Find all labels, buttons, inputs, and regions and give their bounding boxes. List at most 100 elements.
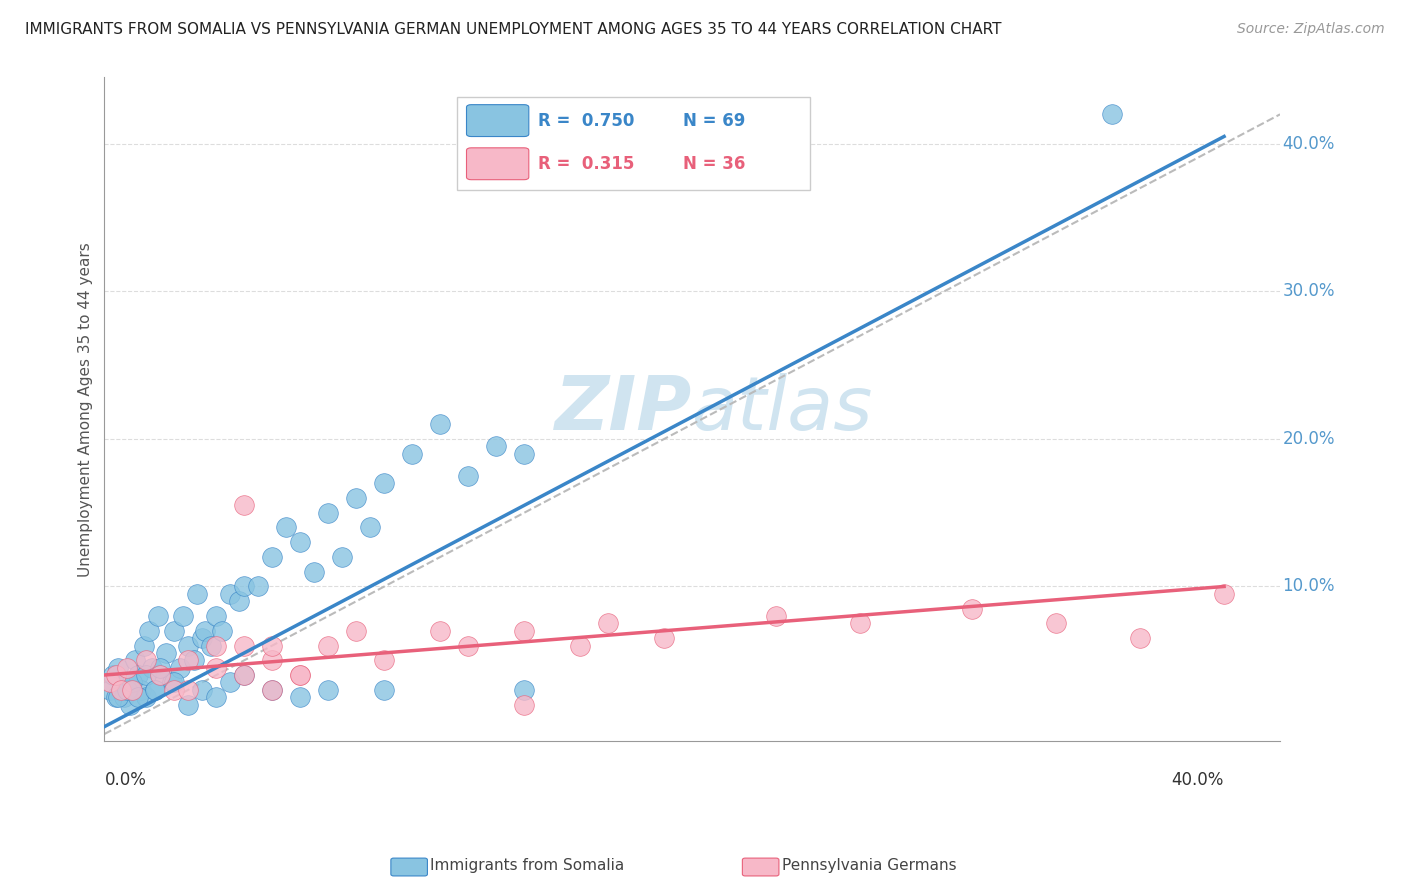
Point [290,690,312,705]
Point [652,631,675,645]
Point [143,682,166,697]
Point [160,675,183,690]
Point [233,499,256,513]
Point [135,653,157,667]
Point [110,682,132,697]
Point [233,639,256,653]
Point [149,660,172,674]
Point [138,624,160,638]
Text: ZIP: ZIP [555,373,692,446]
Point [262,549,284,564]
Point [219,587,242,601]
Point [146,609,169,624]
FancyBboxPatch shape [467,104,529,136]
Point [115,660,138,674]
Point [104,668,127,682]
Text: 40.0%: 40.0% [1171,771,1225,789]
Point [135,668,157,682]
Point [228,594,250,608]
Text: Source: ZipAtlas.com: Source: ZipAtlas.com [1237,22,1385,37]
Point [598,616,620,631]
Text: 0.0%: 0.0% [104,771,146,789]
Point [205,690,228,705]
FancyBboxPatch shape [457,97,810,190]
Point [513,447,536,461]
FancyBboxPatch shape [467,148,529,179]
Point [290,668,312,682]
Point [200,639,222,653]
Point [960,601,983,615]
Point [849,616,872,631]
Point [163,624,186,638]
Point [344,624,367,638]
Point [765,609,787,624]
Text: R =  0.315: R = 0.315 [538,154,634,173]
Point [191,682,214,697]
Point [401,447,423,461]
Point [132,639,155,653]
Point [262,682,284,697]
Text: N = 69: N = 69 [683,112,745,129]
Point [115,675,138,690]
Text: IMMIGRANTS FROM SOMALIA VS PENNSYLVANIA GERMAN UNEMPLOYMENT AMONG AGES 35 TO 44 : IMMIGRANTS FROM SOMALIA VS PENNSYLVANIA … [25,22,1002,37]
Point [98,675,121,690]
Point [155,646,177,660]
Point [104,690,127,705]
Text: Pennsylvania Germans: Pennsylvania Germans [782,858,956,872]
Point [135,690,157,705]
Point [569,639,592,653]
Point [1045,616,1067,631]
Text: R =  0.750: R = 0.750 [538,112,634,129]
Point [1213,587,1236,601]
Point [429,624,451,638]
Point [194,624,217,638]
Text: Immigrants from Somalia: Immigrants from Somalia [430,858,624,872]
Point [118,698,141,712]
Text: atlas: atlas [692,374,873,445]
Point [344,491,367,505]
Point [373,653,395,667]
Point [373,682,395,697]
Point [183,653,205,667]
Point [115,682,138,697]
Point [290,668,312,682]
Point [177,682,200,697]
Point [318,639,340,653]
Point [1129,631,1152,645]
Text: 10.0%: 10.0% [1282,577,1334,596]
Point [233,579,256,593]
Point [304,565,326,579]
Point [318,506,340,520]
Point [513,624,536,638]
Text: 40.0%: 40.0% [1282,135,1334,153]
Point [172,609,194,624]
Point [98,682,121,697]
Point [186,587,208,601]
Point [485,439,508,453]
Point [107,660,129,674]
Y-axis label: Unemployment Among Ages 35 to 44 years: Unemployment Among Ages 35 to 44 years [79,242,93,577]
Point [169,660,191,674]
Point [177,698,200,712]
Point [233,668,256,682]
Point [233,668,256,682]
FancyBboxPatch shape [391,858,427,876]
Point [149,668,172,682]
Point [121,682,143,697]
Point [219,675,242,690]
Point [457,468,479,483]
Point [373,476,395,491]
Point [290,535,312,549]
Point [247,579,270,593]
Point [262,639,284,653]
Point [110,682,132,697]
Point [177,653,200,667]
Point [429,417,451,432]
Point [143,682,166,697]
Point [177,639,200,653]
Point [101,668,124,682]
Text: 20.0%: 20.0% [1282,430,1334,448]
Text: N = 36: N = 36 [683,154,745,173]
Point [457,639,479,653]
Text: 30.0%: 30.0% [1282,283,1334,301]
